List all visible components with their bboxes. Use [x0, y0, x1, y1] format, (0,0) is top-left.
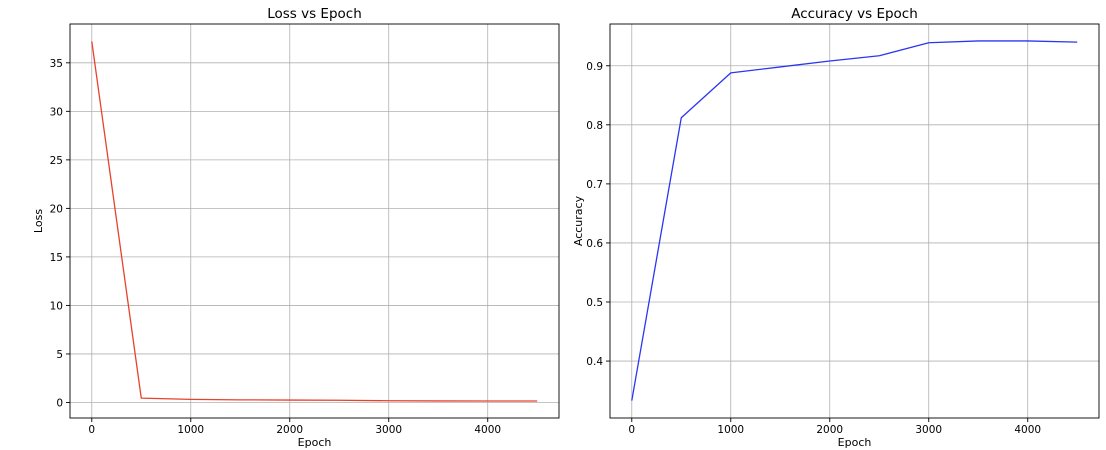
loss-y-tick-label: 5	[56, 349, 63, 361]
accuracy-x-tick-label: 2000	[816, 424, 843, 436]
accuracy-y-tick-label: 0.9	[586, 61, 603, 73]
loss-axes-frame	[69, 23, 560, 419]
accuracy-series-line	[631, 40, 1078, 401]
accuracy-y-tick-label: 0.4	[586, 356, 603, 368]
accuracy-x-tick-label: 3000	[915, 424, 942, 436]
loss-chart: 0 1000 2000 3000 4000 0 5 10 15 20 25 30 35 Loss vs E…	[32, 6, 560, 449]
loss-y-tick-label: 10	[50, 300, 63, 312]
accuracy-x-tick-label: 4000	[1014, 424, 1041, 436]
accuracy-x-tick-label: 1000	[717, 424, 744, 436]
loss-y-tick-label: 35	[50, 58, 63, 70]
loss-x-tick-label: 1000	[177, 424, 204, 436]
accuracy-y-axis-label: Accuracy	[572, 195, 585, 246]
loss-y-tick-label: 30	[50, 106, 63, 118]
accuracy-x-tick-label: 0	[628, 424, 635, 436]
accuracy-y-tick-label: 0.8	[586, 120, 603, 132]
loss-x-tick-label: 3000	[375, 424, 402, 436]
loss-y-tick-label: 0	[56, 397, 63, 409]
loss-y-tick-label: 25	[50, 155, 63, 167]
accuracy-y-tick-label: 0.6	[586, 238, 603, 250]
loss-y-tick-label: 15	[50, 252, 63, 264]
accuracy-plot-area	[610, 24, 1099, 418]
accuracy-y-tick-label: 0.7	[586, 179, 603, 191]
accuracy-x-axis-label: Epoch	[838, 436, 872, 449]
loss-x-tick-label: 2000	[276, 424, 303, 436]
loss-series-line	[91, 41, 538, 402]
loss-x-tick-label: 4000	[474, 424, 501, 436]
loss-x-tick-label: 0	[88, 424, 95, 436]
loss-x-axis-label: Epoch	[298, 436, 332, 449]
accuracy-y-tick-label: 0.5	[586, 297, 603, 309]
accuracy-chart: 0 1000 2000 3000 4000 0.4 0.5 0.6 0.7 0.8 0.9 Accur…	[572, 6, 1100, 449]
loss-plot-area	[70, 24, 559, 418]
accuracy-chart-title: Accuracy vs Epoch	[791, 6, 918, 22]
loss-y-axis-label: Loss	[32, 209, 45, 233]
accuracy-axes-frame	[609, 23, 1100, 419]
loss-chart-title: Loss vs Epoch	[267, 6, 362, 22]
loss-y-tick-label: 20	[50, 203, 63, 215]
